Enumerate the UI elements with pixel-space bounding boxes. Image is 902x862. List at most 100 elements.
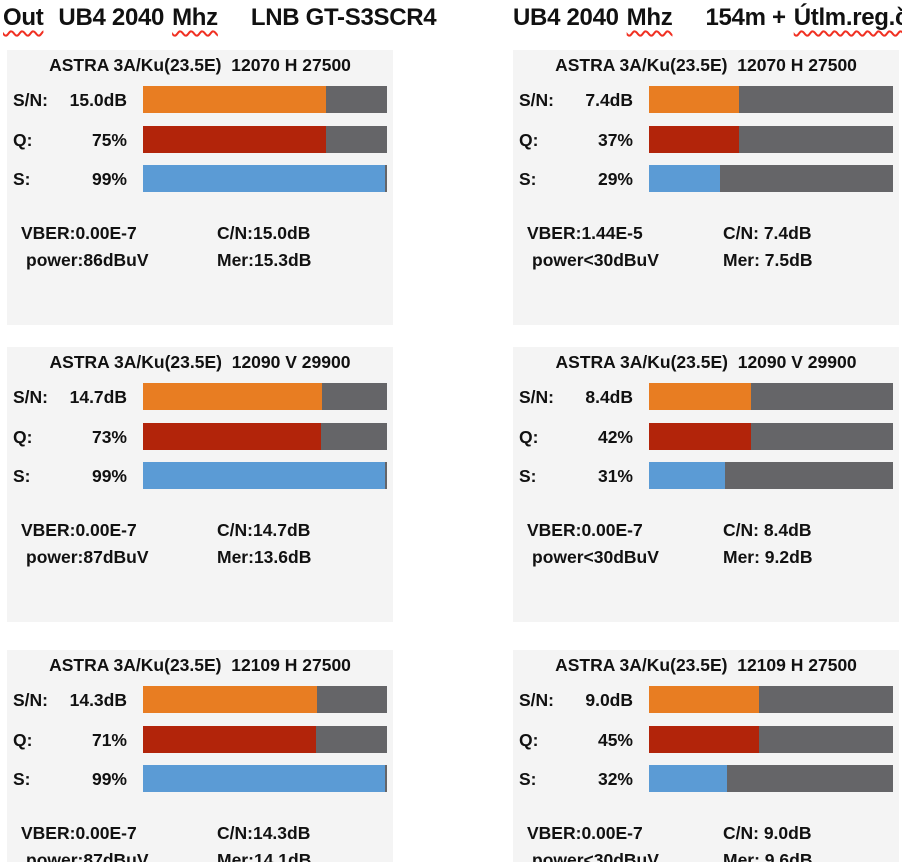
cn-readout: C/N: 7.4dB: [723, 223, 812, 243]
sn-bar-fill: [649, 686, 759, 713]
header-attenuator-note: Útlm.reg.č.: [793, 4, 902, 31]
sn-bar: [143, 383, 387, 410]
signal-value: 32%: [597, 769, 633, 789]
signal-bar-fill: [649, 165, 720, 192]
sn-label: S/N:: [13, 690, 48, 710]
sn-bar-fill: [143, 686, 318, 713]
vber-readout: VBER:0.00E-7: [21, 823, 137, 843]
signal-bar-fill: [143, 165, 385, 192]
quality-value: 45%: [597, 730, 633, 750]
power-readout: power<30dBuV: [532, 250, 659, 270]
quality-value: 71%: [91, 730, 127, 750]
signal-bar: [143, 165, 387, 192]
sn-value: 7.4dB: [585, 90, 633, 110]
sn-value: 15.0dB: [69, 90, 127, 110]
vber-readout: VBER:0.00E-7: [21, 520, 137, 540]
quality-bar-fill: [143, 423, 322, 450]
signal-label: S:: [519, 466, 537, 486]
panel-title: ASTRA 3A/Ku(23.5E) 12070 H 27500: [555, 55, 857, 75]
sn-value: 14.3dB: [69, 690, 127, 710]
quality-bar: [143, 126, 387, 153]
transponder-panel-1: ASTRA 3A/Ku(23.5E) 12070 H 27500 S/N: 15…: [7, 50, 393, 325]
sn-bar: [649, 383, 893, 410]
power-readout: power:87dBuV: [26, 850, 149, 862]
sn-bar: [649, 686, 893, 713]
cn-readout: C/N:15.0dB: [217, 223, 311, 243]
header-lnb-model: LNB GT-S3SCR4: [250, 4, 437, 31]
quality-label: Q:: [13, 130, 33, 150]
header-mhz-word: Mhz: [626, 4, 673, 31]
quality-label: Q:: [519, 130, 539, 150]
quality-value: 37%: [597, 130, 633, 150]
signal-bar: [143, 765, 387, 792]
transponder-panel-5: ASTRA 3A/Ku(23.5E) 12109 H 27500 S/N: 14…: [7, 650, 393, 862]
mer-readout: Mer: 7.5dB: [723, 250, 813, 270]
quality-bar-fill: [649, 126, 740, 153]
signal-value: 99%: [91, 169, 127, 189]
header-userband-freq: UB4 2040: [58, 4, 165, 31]
sn-label: S/N:: [519, 90, 554, 110]
quality-bar: [649, 423, 893, 450]
quality-value: 42%: [597, 427, 633, 447]
sn-label: S/N:: [519, 387, 554, 407]
sn-label: S/N:: [13, 90, 48, 110]
vber-readout: VBER:0.00E-7: [21, 223, 137, 243]
mer-readout: Mer:15.3dB: [217, 250, 312, 270]
signal-value: 29%: [597, 169, 633, 189]
cn-readout: C/N:14.7dB: [217, 520, 311, 540]
mer-readout: Mer:14.1dB: [217, 850, 312, 862]
quality-value: 75%: [91, 130, 127, 150]
header-mhz-word: Mhz: [172, 4, 218, 31]
cn-readout: C/N: 8.4dB: [723, 520, 812, 540]
vber-readout: VBER:1.44E-5: [527, 223, 643, 243]
sn-bar-fill: [143, 383, 323, 410]
quality-bar: [143, 726, 387, 753]
signal-label: S:: [519, 769, 537, 789]
quality-label: Q:: [519, 427, 539, 447]
header-left-output: Out UB4 2040 Mhz LNB GT-S3SCR4: [3, 4, 437, 32]
power-readout: power<30dBuV: [532, 850, 659, 862]
panel-title: ASTRA 3A/Ku(23.5E) 12070 H 27500: [49, 55, 351, 75]
quality-bar: [143, 423, 387, 450]
signal-bar-fill: [143, 462, 385, 489]
signal-label: S:: [519, 169, 537, 189]
mer-readout: Mer: 9.2dB: [723, 547, 813, 567]
sn-bar: [143, 86, 387, 113]
signal-bar: [143, 462, 387, 489]
panel-title: ASTRA 3A/Ku(23.5E) 12090 V 29900: [49, 352, 351, 372]
panel-title: ASTRA 3A/Ku(23.5E) 12109 H 27500: [49, 655, 351, 675]
signal-bar-fill: [649, 462, 725, 489]
sn-value: 8.4dB: [585, 387, 633, 407]
signal-label: S:: [13, 466, 31, 486]
mer-readout: Mer:13.6dB: [217, 547, 312, 567]
power-readout: power<30dBuV: [532, 547, 659, 567]
signal-value: 31%: [597, 466, 633, 486]
quality-bar-fill: [143, 726, 317, 753]
header-cable-length: 154m +: [705, 4, 786, 31]
cn-readout: C/N:14.3dB: [217, 823, 311, 843]
signal-label: S:: [13, 769, 31, 789]
quality-label: Q:: [13, 427, 33, 447]
signal-bar: [649, 765, 893, 792]
transponder-panel-4: ASTRA 3A/Ku(23.5E) 12090 V 29900 S/N: 8.…: [513, 347, 899, 622]
vber-readout: VBER:0.00E-7: [527, 520, 643, 540]
signal-bar-fill: [649, 765, 728, 792]
vber-readout: VBER:0.00E-7: [527, 823, 643, 843]
quality-bar-fill: [649, 726, 759, 753]
quality-bar: [649, 126, 893, 153]
transponder-panel-6: ASTRA 3A/Ku(23.5E) 12109 H 27500 S/N: 9.…: [513, 650, 899, 862]
quality-bar-fill: [649, 423, 752, 450]
quality-label: Q:: [519, 730, 539, 750]
sn-label: S/N:: [519, 690, 554, 710]
signal-bar-fill: [143, 765, 385, 792]
sn-bar: [143, 686, 387, 713]
transponder-panel-2: ASTRA 3A/Ku(23.5E) 12070 H 27500 S/N: 7.…: [513, 50, 899, 325]
transponder-panel-3: ASTRA 3A/Ku(23.5E) 12090 V 29900 S/N: 14…: [7, 347, 393, 622]
signal-value: 99%: [91, 466, 127, 486]
sn-bar-fill: [649, 86, 740, 113]
signal-label: S:: [13, 169, 31, 189]
sn-value: 14.7dB: [69, 387, 127, 407]
panel-title: ASTRA 3A/Ku(23.5E) 12109 H 27500: [555, 655, 857, 675]
cn-readout: C/N: 9.0dB: [723, 823, 812, 843]
